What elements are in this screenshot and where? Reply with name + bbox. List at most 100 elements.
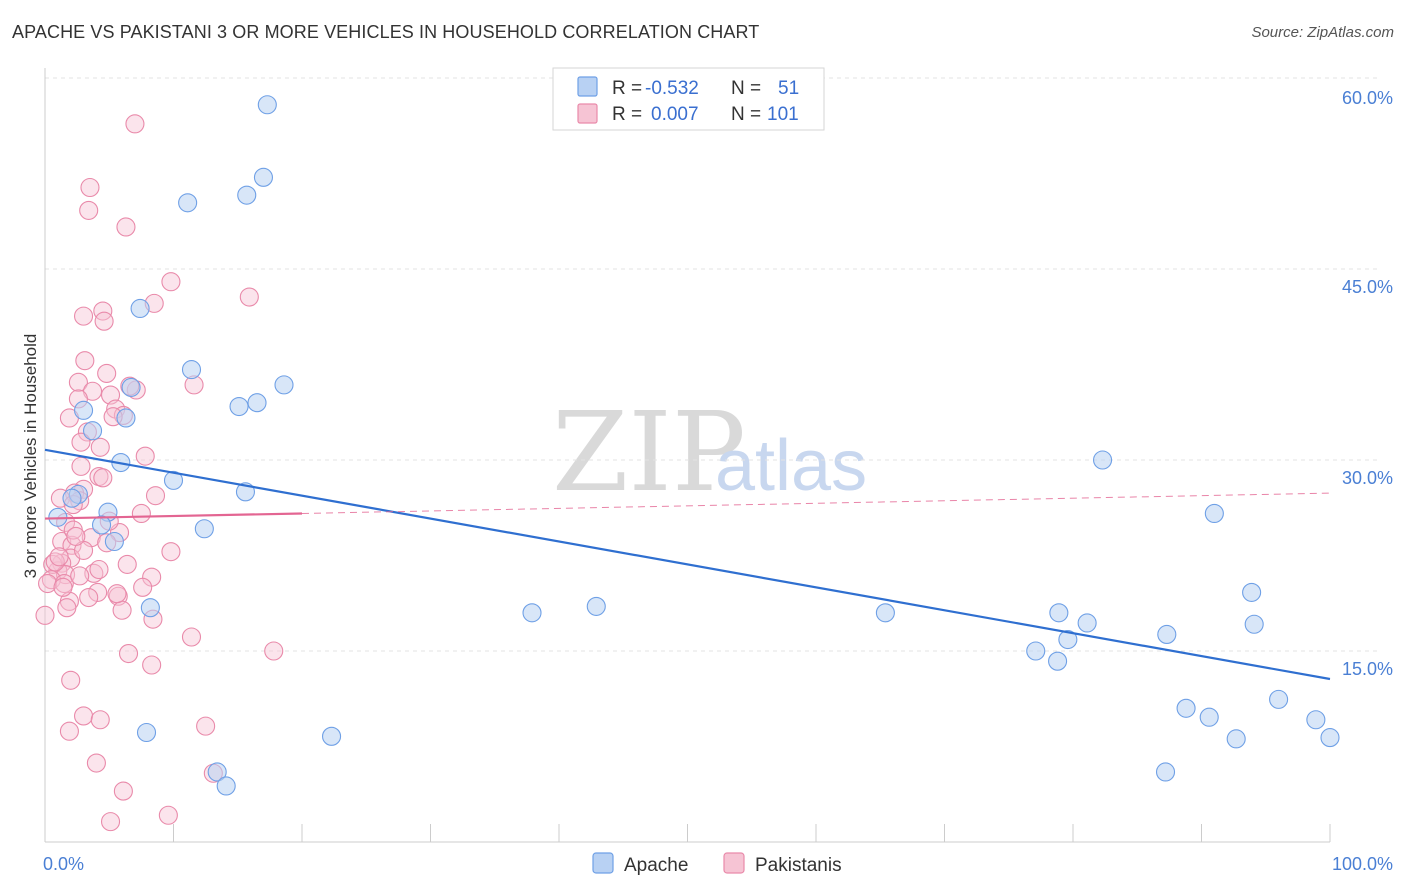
legend-pakistani-label: Pakistanis xyxy=(755,855,842,876)
pakistani-point xyxy=(132,504,150,522)
pakistani-point xyxy=(134,578,152,596)
pakistani-point xyxy=(143,656,161,674)
pakistani-point xyxy=(182,628,200,646)
pakistani-point xyxy=(98,364,116,382)
legend-n-value: 51 xyxy=(778,78,799,99)
pakistani-point xyxy=(67,527,85,545)
apache-point xyxy=(275,376,293,394)
pakistani-point xyxy=(113,601,131,619)
apache-point xyxy=(1050,604,1068,622)
legend-n-value: 101 xyxy=(767,104,799,125)
y-tick-label: 45.0% xyxy=(1342,277,1393,297)
y-tick-label: 60.0% xyxy=(1342,88,1393,108)
legend-apache-swatch xyxy=(593,853,613,873)
legend-n-label: N = xyxy=(731,78,761,99)
apache-point xyxy=(141,599,159,617)
pakistani-point xyxy=(75,707,93,725)
apache-point xyxy=(1243,583,1261,601)
apache-point xyxy=(1245,615,1263,633)
apache-point xyxy=(75,401,93,419)
y-tick-label: 15.0% xyxy=(1342,659,1393,679)
apache-point xyxy=(63,489,81,507)
pakistani-point xyxy=(54,578,72,596)
apache-point xyxy=(258,96,276,114)
apache-point xyxy=(230,398,248,416)
gridlines xyxy=(45,78,1380,651)
apache-point xyxy=(1227,730,1245,748)
apache-point xyxy=(1177,699,1195,717)
pakistani-point xyxy=(72,457,90,475)
apache-point xyxy=(523,604,541,622)
pakistani-point xyxy=(91,438,109,456)
apache-point xyxy=(323,727,341,745)
apache-point xyxy=(1049,652,1067,670)
series-legend: Apache Pakistanis xyxy=(593,853,842,876)
apache-point xyxy=(1270,690,1288,708)
apache-point xyxy=(1321,729,1339,747)
pakistani-point xyxy=(90,561,108,579)
legend-r-value: -0.532 xyxy=(645,78,699,99)
apache-point xyxy=(1200,708,1218,726)
apache-point xyxy=(195,520,213,538)
apache-point xyxy=(238,186,256,204)
apache-point xyxy=(248,394,266,412)
legend-n-label: N = xyxy=(731,104,761,125)
apache-point xyxy=(1307,711,1325,729)
pakistani-trend-line xyxy=(45,513,302,518)
apache-point xyxy=(254,168,272,186)
apache-point xyxy=(1157,763,1175,781)
legend-r-value: 0.007 xyxy=(651,104,699,125)
pakistani-point xyxy=(50,548,68,566)
apache-point xyxy=(122,378,140,396)
pakistani-point xyxy=(136,447,154,465)
legend-apache-swatch xyxy=(578,77,597,96)
pakistani-point xyxy=(87,754,105,772)
scatter-chart: ZIP atlas 15.0%30.0%45.0%60.0%0.0% 100.0%… xyxy=(0,0,1406,892)
watermark-atlas: atlas xyxy=(715,426,867,506)
pakistani-point xyxy=(95,312,113,330)
pakistani-point xyxy=(162,543,180,561)
pakistani-point xyxy=(76,352,94,370)
stats-legend: R = -0.532 N = 51 R = 0.007 N = 101 xyxy=(553,68,824,130)
pakistani-point xyxy=(80,201,98,219)
x-tick-label: 0.0% xyxy=(43,854,84,874)
x-tick-label: 100.0% xyxy=(1332,854,1393,874)
pakistani-points xyxy=(36,115,283,831)
pakistani-point xyxy=(36,606,54,624)
pakistani-point xyxy=(197,717,215,735)
pakistani-point xyxy=(162,273,180,291)
pakistani-point xyxy=(80,589,98,607)
y-axis-label: 3 or more Vehicles in Household xyxy=(21,334,40,579)
pakistani-point xyxy=(126,115,144,133)
pakistani-point xyxy=(120,645,138,663)
pakistani-point xyxy=(60,722,78,740)
apache-point xyxy=(105,532,123,550)
legend-r-label: R = xyxy=(612,104,642,125)
apache-point xyxy=(1205,504,1223,522)
legend-apache-label: Apache xyxy=(624,855,688,876)
apache-point xyxy=(876,604,894,622)
legend-pakistani-swatch xyxy=(578,104,597,123)
legend-r-label: R = xyxy=(612,78,642,99)
apache-point xyxy=(1078,614,1096,632)
pakistani-point xyxy=(102,813,120,831)
pakistani-point xyxy=(117,218,135,236)
apache-point xyxy=(1094,451,1112,469)
apache-point xyxy=(1027,642,1045,660)
apache-point xyxy=(138,723,156,741)
y-tick-label: 30.0% xyxy=(1342,468,1393,488)
pakistani-point xyxy=(147,487,165,505)
apache-point xyxy=(217,777,235,795)
pakistani-point xyxy=(62,671,80,689)
apache-point xyxy=(117,409,135,427)
pakistani-point xyxy=(159,806,177,824)
pakistani-point xyxy=(240,288,258,306)
pakistani-point xyxy=(75,307,93,325)
pakistani-point xyxy=(91,711,109,729)
apache-point xyxy=(84,422,102,440)
apache-point xyxy=(182,361,200,379)
pakistani-point xyxy=(108,585,126,603)
pakistani-point xyxy=(114,782,132,800)
legend-pakistani-swatch xyxy=(724,853,744,873)
apache-point xyxy=(179,194,197,212)
